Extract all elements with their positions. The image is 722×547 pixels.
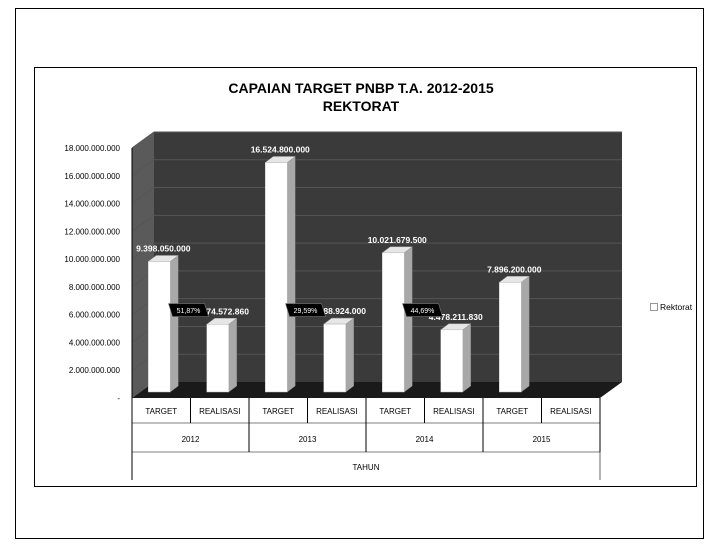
x-tick-label: TARGET (145, 407, 177, 416)
y-tick-label: 14.000.000.000 (64, 200, 120, 209)
x-axis-title: TAHUN (353, 463, 380, 472)
data-label: 9.398.050.000 (136, 243, 191, 253)
bar (148, 261, 170, 392)
year-label: 2014 (416, 435, 434, 444)
y-tick-label: 10.000.000.000 (64, 255, 120, 264)
bar-side (287, 156, 295, 392)
plot-floor (132, 382, 622, 398)
y-tick-label: 8.000.000.000 (69, 283, 121, 292)
bar (265, 162, 287, 392)
x-tick-label: REALISASI (316, 407, 357, 416)
bar-side (463, 324, 471, 392)
y-tick-label: 16.000.000.000 (64, 172, 120, 181)
legend-entry-rektorat: Rektorat (660, 302, 692, 312)
bar (499, 282, 521, 392)
bar-side (346, 318, 354, 392)
data-label: 16.524.800.000 (251, 144, 310, 154)
year-label: 2013 (299, 435, 317, 444)
y-tick-label: 12.000.000.000 (64, 227, 120, 236)
legend: Rektorat (650, 302, 692, 312)
data-label: 10.021.679.500 (368, 235, 427, 245)
bar-side (521, 276, 529, 392)
percent-label: 51,87% (177, 308, 201, 315)
x-tick-label: TARGET (379, 407, 411, 416)
data-label: 7.896.200.000 (487, 264, 542, 274)
percent-label: 29,59% (294, 308, 318, 315)
year-label: 2012 (182, 435, 200, 444)
legend-swatch (650, 303, 658, 311)
year-label: 2015 (533, 435, 551, 444)
bar (207, 324, 229, 392)
bar (382, 253, 404, 392)
y-tick-label: 6.000.000.000 (69, 311, 121, 320)
bar (441, 330, 463, 392)
y-tick-label: 4.000.000.000 (69, 338, 121, 347)
bar (324, 324, 346, 392)
percent-label: 44,69% (411, 308, 435, 315)
bar-side (404, 247, 412, 392)
y-tick-label: - (117, 394, 120, 403)
x-tick-label: REALISASI (199, 407, 240, 416)
y-tick-label: 18.000.000.000 (64, 144, 120, 153)
bar-side (170, 255, 178, 392)
bar-side (229, 318, 237, 392)
x-tick-label: REALISASI (433, 407, 474, 416)
x-tick-label: REALISASI (550, 407, 591, 416)
y-tick-label: 2.000.000.000 (69, 366, 121, 375)
x-tick-label: TARGET (262, 407, 294, 416)
x-tick-label: TARGET (496, 407, 528, 416)
